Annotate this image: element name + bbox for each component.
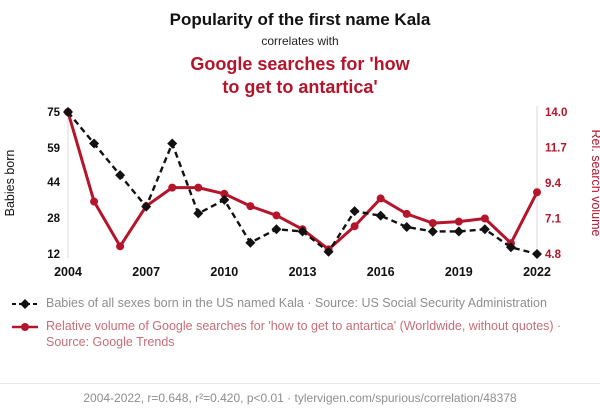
chart-subtitle: correlates with: [261, 34, 339, 48]
svg-text:2016: 2016: [367, 265, 395, 279]
chart-red-title: Google searches for 'how to get to antar…: [190, 54, 410, 98]
svg-text:2019: 2019: [445, 265, 473, 279]
svg-text:75: 75: [47, 107, 60, 119]
line-chart: 75 59 44 28 12 14.0 11.7 9.4 7.1 4.8 2004 2007 2010 2…: [3, 105, 600, 279]
svg-text:2013: 2013: [289, 265, 317, 279]
svg-text:28: 28: [47, 213, 60, 225]
svg-text:2004: 2004: [54, 265, 82, 279]
legend-item-searches: Relative volume of Google searches for '…: [12, 318, 587, 351]
legend-item-babies: Babies of all sexes born in the US named…: [12, 295, 587, 311]
svg-text:9.4: 9.4: [545, 178, 562, 190]
svg-text:2022: 2022: [523, 265, 551, 279]
svg-text:Rel. search volume: Rel. search volume: [589, 129, 600, 236]
footer-attribution: 2004-2022, r=0.648, r²=0.420, p<0.01 · t…: [0, 383, 600, 414]
legend-label-searches: Relative volume of Google searches for '…: [46, 319, 562, 350]
svg-text:12: 12: [47, 249, 60, 261]
svg-text:2010: 2010: [210, 265, 238, 279]
chart-area: 75 59 44 28 12 14.0 11.7 9.4 7.1 4.8 2004 2007 2010 2…: [0, 102, 600, 293]
svg-text:7.1: 7.1: [545, 213, 562, 225]
svg-text:Babies born: Babies born: [3, 149, 17, 216]
svg-text:2007: 2007: [132, 265, 160, 279]
svg-text:59: 59: [47, 143, 60, 155]
solid-circle-marker-icon: [12, 323, 38, 332]
legend: Babies of all sexes born in the US named…: [0, 295, 600, 351]
svg-text:4.8: 4.8: [545, 249, 562, 261]
dashed-diamond-marker-icon: [12, 298, 38, 309]
svg-text:44: 44: [47, 177, 60, 189]
chart-title: Popularity of the first name Kala: [169, 10, 431, 29]
svg-text:14.0: 14.0: [545, 107, 567, 119]
legend-label-babies: Babies of all sexes born in the US named…: [46, 295, 547, 310]
svg-text:11.7: 11.7: [545, 142, 567, 154]
